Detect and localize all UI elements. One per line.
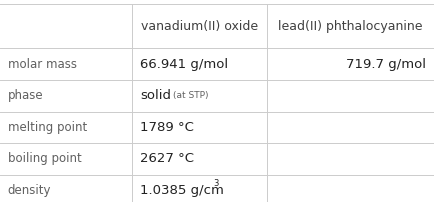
Text: (at STP): (at STP): [173, 91, 208, 100]
Text: molar mass: molar mass: [8, 58, 77, 71]
Text: vanadium(II) oxide: vanadium(II) oxide: [141, 20, 258, 33]
Text: 2627 °C: 2627 °C: [140, 152, 194, 165]
Text: 1789 °C: 1789 °C: [140, 121, 194, 134]
Text: solid: solid: [140, 89, 171, 102]
Text: phase: phase: [8, 89, 43, 102]
Text: density: density: [8, 184, 51, 197]
Text: lead(II) phthalocyanine: lead(II) phthalocyanine: [278, 20, 423, 33]
Text: 719.7 g/mol: 719.7 g/mol: [346, 58, 426, 71]
Text: 3: 3: [213, 179, 218, 188]
Text: 66.941 g/mol: 66.941 g/mol: [140, 58, 228, 71]
Text: 1.0385 g/cm: 1.0385 g/cm: [140, 184, 224, 197]
Text: melting point: melting point: [8, 121, 87, 134]
Text: boiling point: boiling point: [8, 152, 82, 165]
